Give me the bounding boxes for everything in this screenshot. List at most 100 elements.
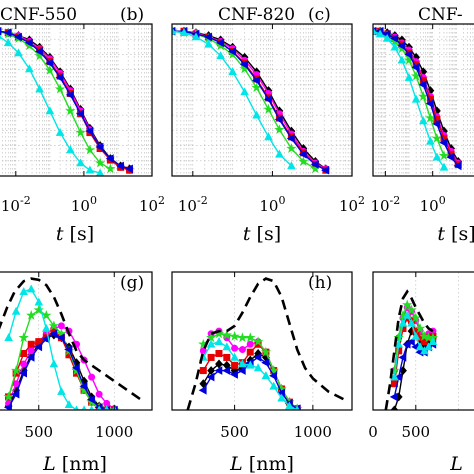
data-point-cyan xyxy=(397,55,407,64)
data-point-magenta xyxy=(88,373,96,381)
data-point-blue xyxy=(86,395,95,404)
data-point-cyan xyxy=(14,48,23,57)
data-point-cyan xyxy=(206,339,216,348)
data-point-green xyxy=(18,332,29,343)
data-point-blue xyxy=(19,368,28,378)
data-point-green xyxy=(263,103,274,114)
data-point-cyan xyxy=(285,401,294,410)
data-point-blue xyxy=(55,73,64,82)
data-point-cyan xyxy=(230,352,239,361)
data-point-cyan xyxy=(204,39,213,48)
data-point-green xyxy=(245,332,256,343)
data-point-red xyxy=(20,349,28,357)
data-point-blue xyxy=(394,372,403,382)
data-point-cyan xyxy=(238,359,247,368)
x-tick-label: 102 xyxy=(139,194,165,215)
panel-3: 10-2 100 t [s] CNF- xyxy=(370,5,474,245)
data-point-green xyxy=(419,330,430,341)
data-point-green xyxy=(414,323,426,333)
data-point-green xyxy=(274,124,285,135)
data-point-cyan xyxy=(375,29,385,38)
series-line-dashed xyxy=(186,277,345,410)
x-tick-label: 0 xyxy=(368,423,378,441)
data-point-blue xyxy=(404,50,413,59)
data-point-cyan xyxy=(66,145,75,154)
plot-frame xyxy=(171,271,353,411)
data-point-magenta xyxy=(246,340,254,348)
series-group xyxy=(373,25,463,171)
x-tick-label: 1000 xyxy=(294,423,332,441)
data-point-blue xyxy=(263,94,272,104)
plot-frame xyxy=(372,23,474,177)
data-point-blue xyxy=(95,142,104,152)
data-point-green xyxy=(48,320,59,331)
data-point-green xyxy=(410,312,421,323)
data-point-cyan xyxy=(264,132,273,141)
data-point-green xyxy=(41,309,52,320)
data-point-black xyxy=(215,359,223,369)
data-point-cyan xyxy=(287,161,296,170)
grid xyxy=(373,24,474,176)
data-point-blue xyxy=(425,99,434,108)
data-point-green xyxy=(431,132,442,143)
data-point-blue xyxy=(418,80,427,90)
x-tick-label: 500 xyxy=(401,423,430,441)
data-point-blue xyxy=(64,345,73,354)
data-point-cyan xyxy=(428,337,438,346)
data-point-red xyxy=(246,348,254,356)
data-point-blue xyxy=(398,353,407,362)
data-point-green xyxy=(10,365,22,375)
data-point-cyan xyxy=(76,158,85,167)
plot-frame xyxy=(0,23,153,177)
data-point-cyan xyxy=(64,400,74,409)
data-point-cyan xyxy=(390,42,400,51)
data-point-green xyxy=(221,329,232,340)
data-point-cyan xyxy=(222,342,232,351)
panel-1: 10-2 100 102 t [s] CNF-550 (b) xyxy=(0,5,165,245)
data-point-black xyxy=(390,405,399,410)
data-point-red xyxy=(231,361,239,369)
data-point-cyan xyxy=(390,372,399,381)
data-point-black xyxy=(199,379,208,389)
x-axis-label: L [nm] xyxy=(229,453,294,474)
data-point-cyan xyxy=(25,64,34,73)
data-point-magenta xyxy=(20,360,28,368)
data-point-cyan xyxy=(35,84,44,93)
x-tick-label: 500 xyxy=(220,423,249,441)
data-point-cyan xyxy=(172,26,177,35)
data-point-blue xyxy=(214,366,223,375)
data-point-cyan xyxy=(394,339,404,348)
data-point-green xyxy=(105,163,116,174)
data-point-green xyxy=(438,150,450,161)
data-point-blue xyxy=(24,38,33,48)
data-point-cyan xyxy=(402,310,412,319)
data-point-magenta xyxy=(238,346,246,354)
x-tick-label: 102 xyxy=(339,194,365,215)
data-point-blue xyxy=(432,119,441,129)
data-point-cyan xyxy=(179,28,189,37)
data-point-cyan xyxy=(191,32,201,41)
x-tick-label: 1000 xyxy=(95,423,133,441)
data-point-blue xyxy=(198,385,207,395)
data-point-blue xyxy=(397,41,406,51)
x-tick-label: 100 xyxy=(420,194,446,215)
data-point-blue xyxy=(49,329,58,339)
data-point-green xyxy=(229,330,240,341)
data-point-cyan xyxy=(415,342,425,351)
data-point-cyan xyxy=(34,297,44,306)
data-point-cyan xyxy=(26,284,36,293)
data-point-magenta xyxy=(231,344,239,352)
data-point-blue xyxy=(269,371,278,381)
data-point-blue xyxy=(286,134,295,143)
data-point-green xyxy=(298,156,309,166)
data-point-red xyxy=(27,340,35,348)
data-point-blue xyxy=(206,372,215,382)
data-point-cyan xyxy=(411,331,421,340)
data-point-blue xyxy=(222,366,231,375)
data-point-cyan xyxy=(216,51,225,60)
data-point-blue xyxy=(34,342,43,352)
data-point-blue xyxy=(79,381,88,391)
data-point-green xyxy=(26,309,37,320)
data-point-cyan xyxy=(4,333,13,342)
panel-title: CNF-820 xyxy=(218,5,295,25)
